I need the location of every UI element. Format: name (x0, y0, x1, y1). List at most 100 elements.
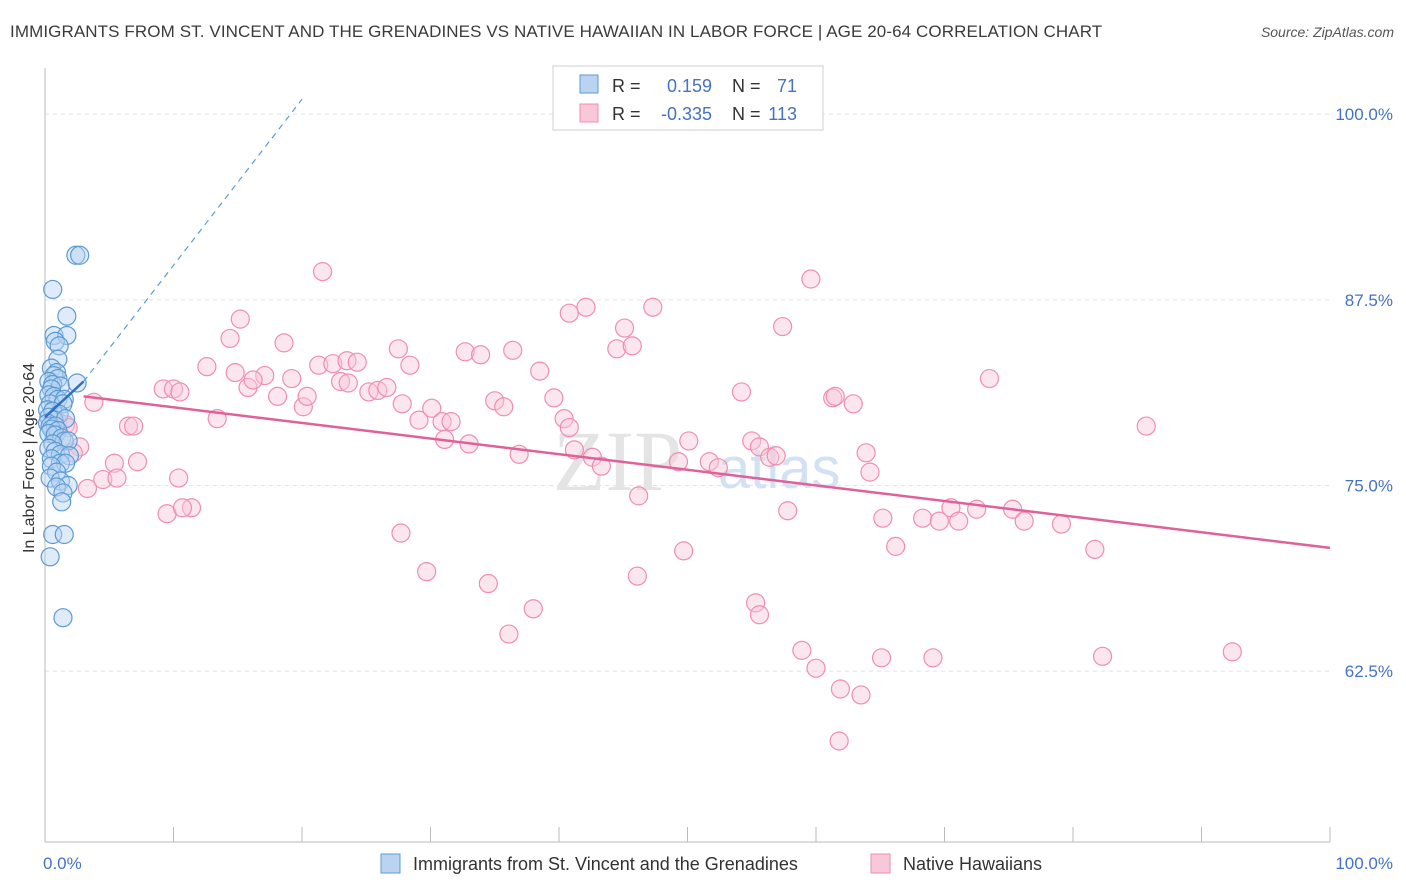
data-point (153, 379, 173, 399)
series-immigrants-st-vincent (37, 245, 90, 628)
data-point (337, 351, 357, 371)
legend-r-label-1: R = (612, 76, 641, 96)
data-point (668, 452, 689, 472)
y-tick-label: 87.5% (1345, 291, 1393, 310)
legend-r-label-2: R = (612, 104, 641, 124)
data-point (478, 573, 498, 594)
data-point (347, 352, 367, 372)
data-point (52, 492, 72, 512)
chart-title: IMMIGRANTS FROM ST. VINCENT AND THE GREN… (10, 22, 1103, 41)
data-point (1085, 539, 1105, 559)
data-point (400, 355, 420, 375)
chart-source: Source: ZipAtlas.com (1260, 24, 1394, 40)
bottom-legend: Immigrants from St. Vincent and the Gren… (380, 853, 1042, 874)
data-point (267, 386, 288, 406)
data-point (591, 456, 612, 476)
data-point (830, 679, 851, 699)
data-point (576, 297, 596, 317)
data-point (225, 363, 245, 383)
data-point (230, 309, 250, 329)
data-point (1092, 646, 1113, 666)
data-point (169, 468, 189, 488)
data-point (312, 261, 333, 282)
data-point (417, 562, 437, 582)
data-point (772, 316, 793, 337)
data-point (530, 361, 550, 381)
y-axis-title: In Labor Force | Age 20-64 (21, 363, 38, 553)
data-point (338, 373, 358, 393)
data-point (731, 382, 752, 402)
data-point (54, 524, 74, 545)
y-tick-label: 75.0% (1345, 476, 1393, 495)
bottom-legend-swatch-pink (870, 853, 891, 874)
data-point (749, 437, 770, 457)
data-point (43, 524, 63, 545)
data-point (170, 382, 190, 402)
data-point (377, 377, 397, 398)
data-point (792, 640, 812, 660)
data-point (422, 398, 442, 418)
data-point (627, 566, 647, 586)
data-point (40, 547, 60, 567)
data-point (197, 357, 217, 377)
data-point (766, 446, 786, 466)
data-point (860, 462, 880, 482)
data-point (77, 478, 98, 499)
data-point (746, 593, 766, 613)
data-point (913, 508, 933, 528)
data-point (1051, 514, 1072, 534)
data-point (330, 371, 351, 392)
data-point (455, 342, 475, 362)
data-point (856, 443, 876, 463)
data-point (843, 394, 863, 414)
legend-r-value-2: -0.335 (661, 104, 712, 124)
data-point (622, 336, 642, 356)
x-tick-label-max: 100.0% (1335, 854, 1393, 873)
data-point (70, 245, 90, 265)
data-point (1222, 642, 1242, 662)
legend-swatch-pink (579, 103, 599, 123)
data-point (43, 279, 63, 300)
data-point (851, 685, 871, 705)
data-point (544, 388, 564, 408)
data-point (297, 386, 317, 406)
data-point (614, 318, 635, 338)
data-point (499, 624, 519, 644)
data-point (93, 469, 113, 490)
data-point (127, 452, 148, 472)
gridlines (45, 113, 1330, 672)
data-point (778, 501, 798, 521)
data-point (104, 453, 124, 473)
data-point (220, 328, 240, 349)
data-point (494, 397, 514, 417)
data-point (679, 431, 699, 451)
data-point (806, 658, 826, 678)
data-point (674, 541, 694, 561)
trend-line-pink (83, 395, 1331, 550)
legend-r-value-1: 0.159 (667, 76, 712, 96)
data-point (929, 511, 949, 531)
data-point (749, 605, 770, 625)
data-point (742, 431, 762, 451)
legend-n-value-1: 71 (777, 76, 797, 96)
trend-line-blue (44, 380, 85, 419)
bottom-legend-swatch-blue (380, 853, 401, 874)
data-point (471, 345, 491, 365)
data-point (801, 269, 821, 289)
data-point (949, 511, 969, 531)
data-point (643, 297, 663, 317)
data-point (39, 423, 59, 444)
data-point (172, 498, 193, 518)
data-point (392, 394, 412, 414)
data-point (825, 386, 845, 406)
y-tick-labels: 62.5% 75.0% 87.5% 100.0% (1335, 105, 1393, 681)
series-native-hawaiians (46, 261, 1242, 751)
data-point (979, 368, 1000, 389)
data-point (118, 416, 139, 436)
data-point (309, 355, 329, 375)
data-point (1136, 416, 1156, 436)
legend-swatch-blue (579, 74, 599, 94)
legend-n-label-2: N = (732, 104, 761, 124)
data-point (871, 648, 892, 668)
